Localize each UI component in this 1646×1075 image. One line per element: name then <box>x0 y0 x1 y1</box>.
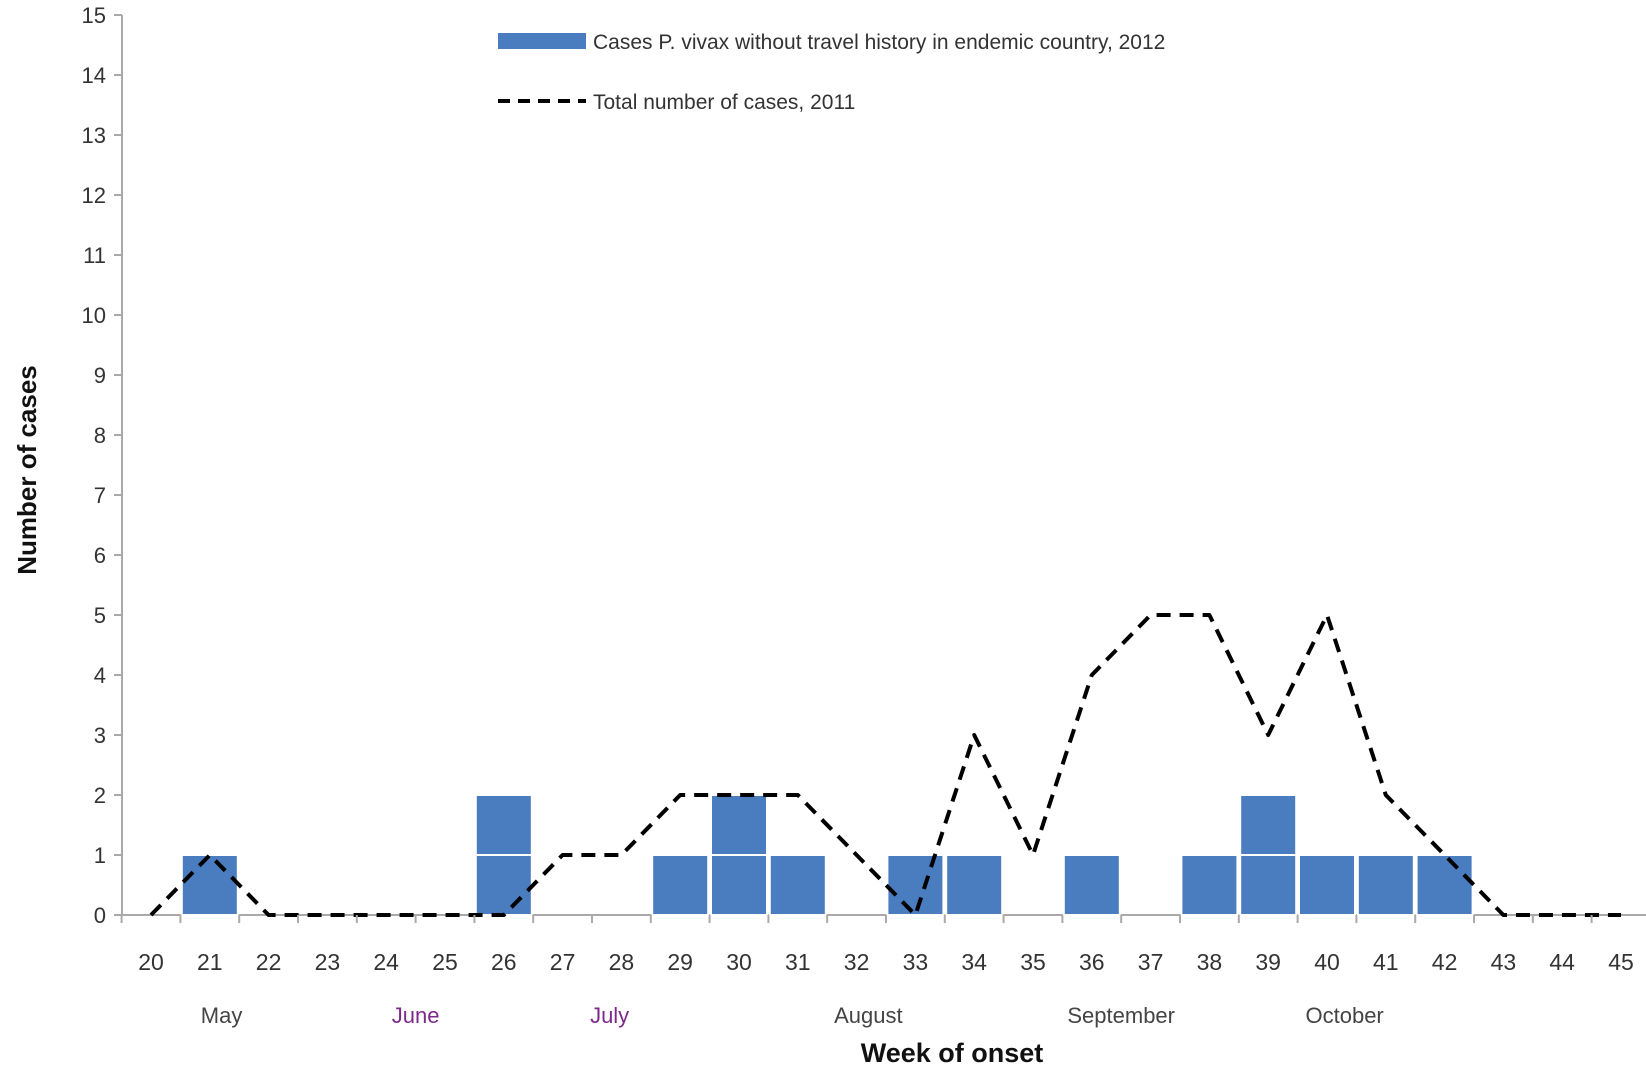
bar <box>945 854 1004 916</box>
y-axis-title: Number of cases <box>12 365 42 575</box>
y-tick-label: 2 <box>94 783 106 808</box>
month-label: May <box>201 1003 243 1028</box>
y-tick-label: 0 <box>94 903 106 928</box>
legend: Cases P. vivax without travel history in… <box>498 31 1165 114</box>
x-tick-label: 39 <box>1255 949 1281 975</box>
x-tick-labels: 20 21 22 23 24 25 26 27 28 29 30 31 32 33 34 35 36 37 38 39… <box>120 915 1634 975</box>
x-tick-label: 27 <box>550 949 576 975</box>
y-tick-label: 5 <box>94 603 106 628</box>
legend-label-bars: Cases P. vivax without travel history in… <box>593 31 1165 54</box>
x-tick-label: 43 <box>1491 949 1517 975</box>
bar <box>1180 854 1239 916</box>
y-tick-label: 11 <box>83 243 106 268</box>
y-tick-label: 14 <box>82 63 106 88</box>
y-tick-label: 13 <box>82 123 106 148</box>
y-tick-label: 15 <box>82 3 106 28</box>
bar <box>1415 854 1474 916</box>
bar <box>474 854 533 916</box>
x-tick-label: 42 <box>1432 949 1458 975</box>
y-tick-label: 12 <box>82 183 106 208</box>
x-tick-label: 38 <box>1197 949 1223 975</box>
x-tick-label: 22 <box>256 949 282 975</box>
bar <box>886 854 945 916</box>
bar <box>1062 854 1121 916</box>
y-tick-label: 7 <box>94 483 106 508</box>
x-tick-label: 37 <box>1138 949 1164 975</box>
y-tick-label: 6 <box>94 543 106 568</box>
x-tick-label: 26 <box>491 949 517 975</box>
x-tick-label: 20 <box>138 949 164 975</box>
x-tick-label: 45 <box>1608 949 1634 975</box>
axes <box>121 15 1646 916</box>
month-label: September <box>1067 1003 1175 1028</box>
bar <box>1356 854 1415 916</box>
y-tick-label: 4 <box>94 663 106 688</box>
x-tick-label: 23 <box>315 949 341 975</box>
x-tick-label: 30 <box>726 949 752 975</box>
bar <box>1239 854 1298 916</box>
x-tick-label: 24 <box>373 949 399 975</box>
x-tick-label: 34 <box>961 949 987 975</box>
y-tick-label: 10 <box>82 303 106 328</box>
legend-label-line: Total number of cases, 2011 <box>593 91 855 114</box>
x-tick-label: 40 <box>1314 949 1340 975</box>
x-tick-label: 25 <box>432 949 458 975</box>
x-tick-label: 28 <box>609 949 635 975</box>
x-tick-label: 44 <box>1549 949 1575 975</box>
bar <box>1239 794 1298 856</box>
bar <box>474 794 533 856</box>
y-tick-label: 8 <box>94 423 106 448</box>
x-tick-label: 31 <box>785 949 811 975</box>
bar-series <box>180 794 1474 916</box>
bar <box>710 854 768 916</box>
x-tick-label: 33 <box>903 949 929 975</box>
x-tick-label: 35 <box>1020 949 1046 975</box>
month-label: August <box>834 1003 903 1028</box>
month-label: October <box>1306 1003 1384 1028</box>
month-label: June <box>392 1003 440 1028</box>
bar <box>710 794 768 856</box>
bar <box>180 854 239 916</box>
x-tick-label: 36 <box>1079 949 1105 975</box>
y-tick-label: 9 <box>94 363 106 388</box>
y-tick-label: 1 <box>94 843 106 868</box>
bar <box>768 854 827 916</box>
bar <box>1298 854 1356 916</box>
x-tick-label: 41 <box>1373 949 1399 975</box>
x-tick-label: 21 <box>197 949 223 975</box>
bar <box>651 854 710 916</box>
x-tick-label: 29 <box>667 949 693 975</box>
y-tick-label: 3 <box>94 723 106 748</box>
legend-swatch-bars <box>498 33 586 49</box>
x-tick-label: 32 <box>844 949 870 975</box>
month-label: July <box>590 1003 629 1028</box>
month-labels: May June July August September October <box>201 1003 1384 1028</box>
x-axis-title: Week of onset <box>861 1038 1044 1068</box>
